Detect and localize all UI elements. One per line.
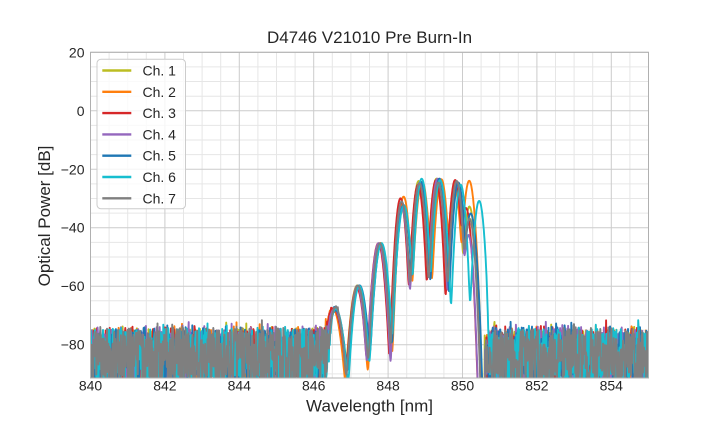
svg-text:D4746 V21010 Pre Burn-In: D4746 V21010 Pre Burn-In	[267, 28, 472, 47]
svg-text:Optical Power [dB]: Optical Power [dB]	[35, 146, 54, 287]
svg-text:0: 0	[77, 103, 85, 119]
svg-text:842: 842	[153, 378, 177, 394]
svg-text:840: 840	[79, 378, 103, 394]
svg-text:Ch. 4: Ch. 4	[143, 126, 177, 142]
svg-text:−40: −40	[61, 220, 85, 236]
svg-text:−80: −80	[61, 337, 85, 353]
svg-text:Wavelength [nm]: Wavelength [nm]	[306, 397, 433, 416]
svg-text:850: 850	[451, 378, 475, 394]
svg-text:846: 846	[302, 378, 326, 394]
svg-text:Ch. 5: Ch. 5	[143, 148, 177, 164]
svg-text:Ch. 7: Ch. 7	[143, 190, 177, 206]
svg-text:20: 20	[69, 44, 85, 60]
svg-text:−20: −20	[61, 161, 85, 177]
svg-text:844: 844	[228, 378, 252, 394]
svg-text:854: 854	[600, 378, 624, 394]
svg-text:848: 848	[376, 378, 400, 394]
svg-text:Ch. 6: Ch. 6	[143, 169, 177, 185]
svg-text:Ch. 1: Ch. 1	[143, 63, 177, 79]
svg-text:−60: −60	[61, 278, 85, 294]
svg-text:852: 852	[525, 378, 549, 394]
svg-text:Ch. 2: Ch. 2	[143, 84, 177, 100]
svg-text:Ch. 3: Ch. 3	[143, 105, 177, 121]
